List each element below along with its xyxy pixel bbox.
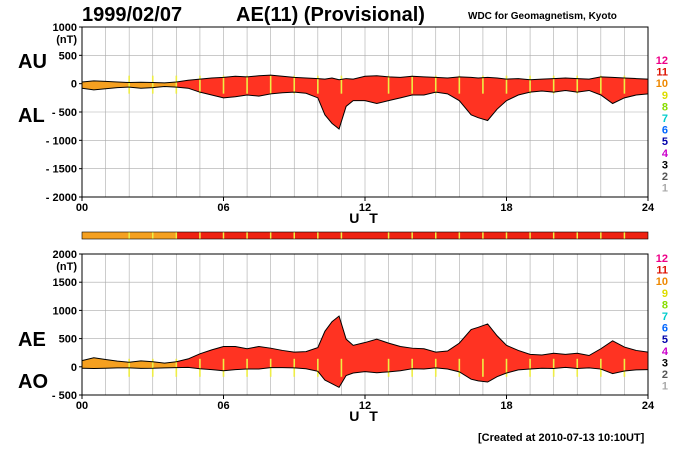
series-line-ao (81, 366, 649, 389)
x-tick-label: 24 (642, 202, 655, 214)
series-label-au: AU (18, 51, 47, 73)
y-tick-label: - 1000 (46, 135, 77, 147)
x-axis-label: U T (349, 408, 381, 424)
area-fill (176, 316, 649, 388)
x-tick-label: 12 (359, 202, 371, 214)
legend-item: 11 (656, 265, 668, 277)
x-tick-label: 24 (642, 400, 655, 412)
legend-item: 9 (662, 288, 668, 300)
series-label-ae: AE (18, 329, 46, 351)
x-tick-label: 06 (217, 400, 229, 412)
y-tick-label: 1000 (53, 22, 77, 34)
x-tick-label: 18 (500, 400, 512, 412)
y-unit-label: (nT) (56, 261, 77, 273)
legend-item: 10 (656, 78, 668, 90)
legend-item: 7 (662, 311, 668, 323)
y-tick-label: - 1500 (46, 164, 77, 176)
y-tick-label: 2000 (53, 249, 77, 261)
legend-item: 10 (656, 276, 668, 288)
y-tick-label: - 2000 (46, 192, 77, 204)
legend-item: 5 (662, 136, 668, 148)
legend-item: 4 (662, 346, 669, 358)
legend-item: 12 (656, 253, 668, 265)
y-tick-label: 500 (59, 334, 77, 346)
x-tick-label: 18 (500, 202, 512, 214)
series-label-al: AL (18, 105, 45, 127)
legend-item: 12 (656, 55, 668, 67)
legend-item: 5 (662, 334, 668, 346)
y-tick-label: 0 (71, 362, 77, 374)
x-tick-label: 06 (217, 202, 229, 214)
legend-item: 6 (662, 323, 668, 335)
y-tick-label: - 500 (52, 107, 77, 119)
legend-item: 6 (662, 125, 668, 137)
chart-title: AE(11) (Provisional) (236, 4, 425, 26)
legend-item: 11 (656, 67, 668, 79)
series-line-au (81, 74, 649, 84)
creation-timestamp: [Created at 2010-07-13 10:10UT] (478, 432, 645, 444)
legend-item: 3 (662, 357, 668, 369)
x-axis-label: U T (349, 210, 381, 226)
legend-item: 1 (662, 381, 668, 393)
legend-item: 4 (662, 148, 669, 160)
x-tick-label: 12 (359, 400, 371, 412)
y-tick-label: 0 (71, 79, 77, 91)
series-label-ao: AO (18, 371, 48, 393)
legend-item: 8 (662, 299, 668, 311)
legend-item: 2 (662, 171, 668, 183)
y-tick-label: 1000 (53, 305, 77, 317)
legend-item: 2 (662, 369, 668, 381)
x-tick-label: 00 (76, 202, 88, 214)
y-tick-label: 1500 (53, 277, 77, 289)
data-source: WDC for Geomagnetism, Kyoto (468, 11, 617, 22)
legend-item: 8 (662, 101, 668, 113)
y-tick-label: - 500 (52, 390, 77, 402)
legend-item: 7 (662, 113, 668, 125)
y-tick-label: 500 (59, 50, 77, 62)
chart-date: 1999/02/07 (82, 4, 183, 26)
legend-item: 3 (662, 159, 668, 171)
legend-item: 9 (662, 90, 668, 102)
series-line-ae (81, 315, 649, 364)
legend-item: 1 (662, 183, 668, 195)
station-bar-frame (81, 231, 649, 240)
y-unit-label: (nT) (56, 34, 77, 46)
series-line-al (81, 85, 649, 130)
x-tick-label: 00 (76, 400, 88, 412)
